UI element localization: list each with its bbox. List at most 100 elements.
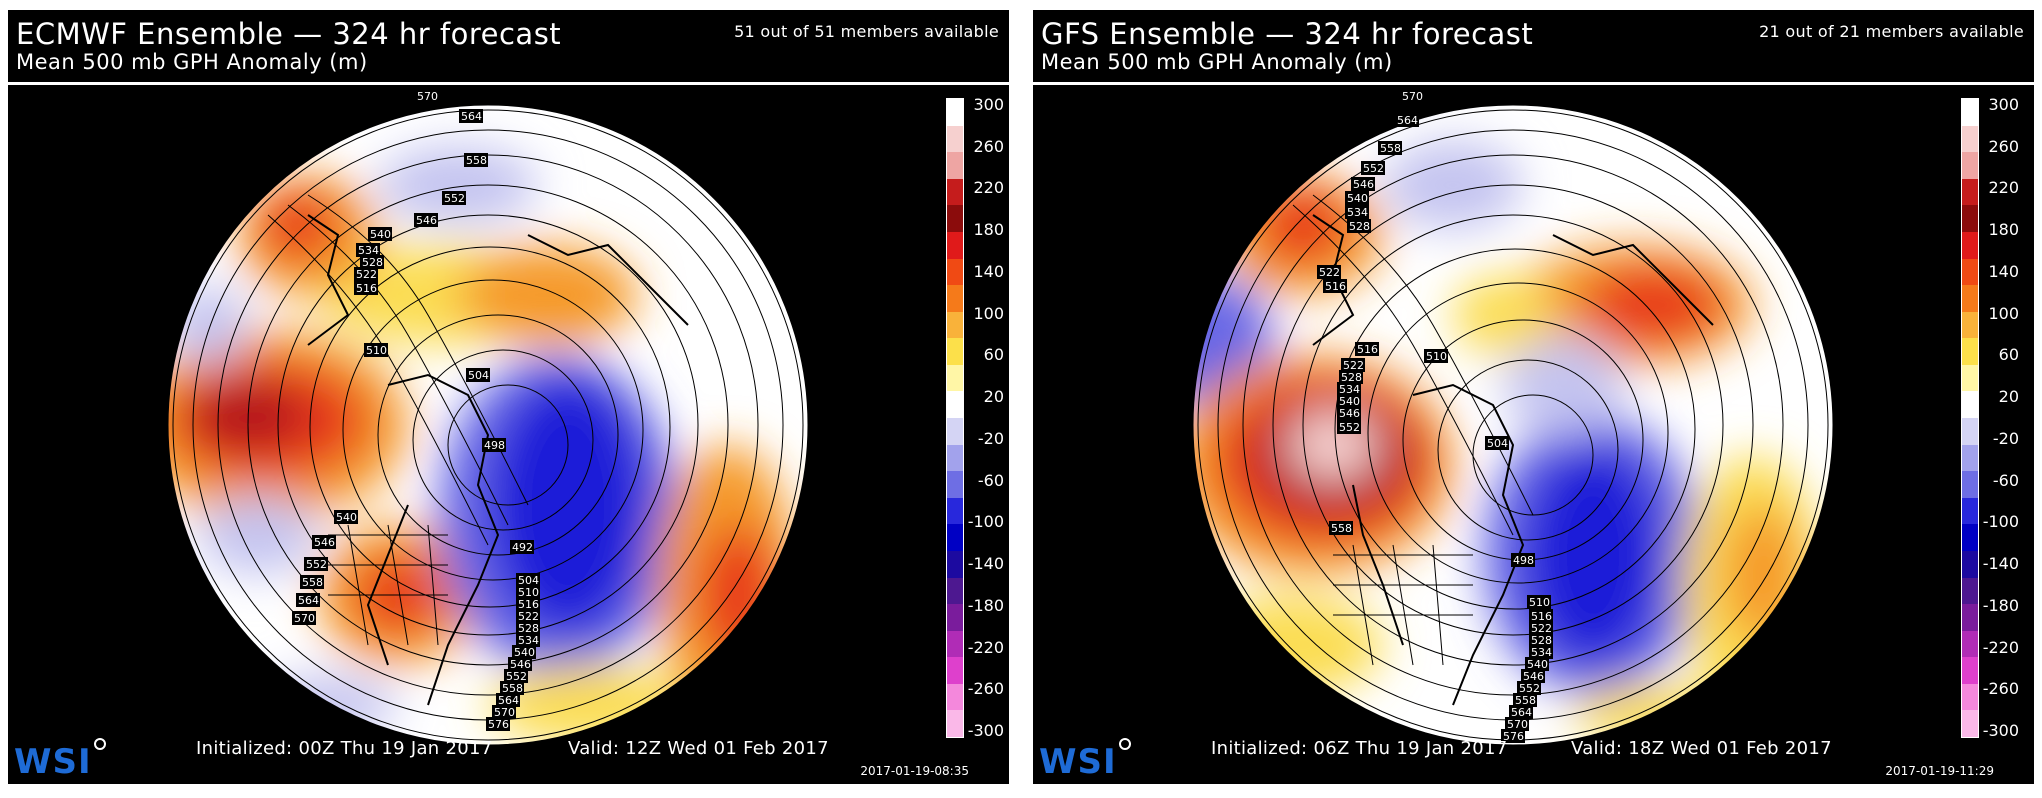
colorbar-label: 300 (1988, 95, 2019, 114)
contour-label: 570 (417, 90, 438, 103)
colorbar-label: -140 (967, 554, 1004, 574)
colorbar-label: -180 (1982, 595, 2019, 615)
colorbar-swatch (1962, 231, 1978, 259)
colorbar-label: 220 (1988, 178, 2019, 198)
colorbar-label: -100 (967, 512, 1004, 532)
colorbar-label: -140 (1982, 554, 2019, 574)
colorbar-swatch (947, 630, 963, 658)
colorbar-swatch (1962, 178, 1978, 206)
contour-label: 522 (1319, 266, 1340, 279)
contour-label: 546 (416, 214, 437, 227)
contour-label: 570 (494, 706, 515, 719)
contour-label: 540 (1339, 395, 1360, 408)
political-boundaries (1333, 544, 1473, 666)
members-available: 51 out of 51 members available (734, 22, 999, 41)
colorbar-label: -60 (1992, 470, 2019, 490)
coastlines (307, 214, 689, 706)
contour-label: 558 (1331, 522, 1352, 535)
height-contours (172, 109, 804, 741)
contour-label: 528 (1349, 220, 1370, 233)
header-divider (1033, 82, 2034, 85)
contour-label: 546 (510, 658, 531, 671)
contour-label: 564 (1397, 114, 1418, 127)
colorbar-swatch (1962, 99, 1978, 127)
wsi-logo: WSI (14, 742, 92, 782)
colorbar-label: 180 (973, 220, 1004, 240)
colorbar-swatch (947, 152, 963, 180)
colorbar-swatch (947, 683, 963, 711)
contour-label: 510 (1529, 596, 1550, 609)
colorbar-swatch (947, 178, 963, 206)
contour-label: 498 (484, 439, 505, 452)
contour-label: 534 (358, 244, 379, 257)
contour-label: 534 (1531, 646, 1552, 659)
contour-label: 558 (466, 154, 487, 167)
timestamp: 2017-01-19-11:29 (1885, 764, 1994, 778)
hemispheric-map: 570 564 558 552 546 540 534 528 522 516 … (167, 89, 809, 746)
colorbar-swatch (1962, 604, 1978, 632)
contour-label: 498 (1513, 554, 1534, 567)
contour-label: 540 (1527, 658, 1548, 671)
contour-label: 534 (518, 634, 539, 647)
contour-label: 516 (518, 598, 539, 611)
colorbar-label: -300 (967, 721, 1004, 740)
colorbar-swatch (947, 205, 963, 233)
colorbar-swatch (947, 657, 963, 685)
contour-label: 570 (1507, 718, 1528, 731)
contour-label: 552 (1363, 162, 1384, 175)
colorbar-label: 220 (973, 178, 1004, 198)
contour-label: 534 (1339, 383, 1360, 396)
contour-label: 564 (1511, 706, 1532, 719)
colorbar-label: -220 (1982, 637, 2019, 657)
contour-label: 558 (1515, 694, 1536, 707)
contour-label: 516 (356, 282, 377, 295)
contour-label: 552 (306, 558, 327, 571)
colorbar-swatch (947, 311, 963, 339)
colorbar-swatch (1962, 205, 1978, 233)
contour-label: 528 (362, 256, 383, 269)
panel-subtitle: Mean 500 mb GPH Anomaly (m) (16, 50, 368, 74)
gfs-panel: GFS Ensemble — 324 hr forecast Mean 500 … (1031, 8, 2036, 786)
contour-label: 552 (1339, 421, 1360, 434)
colorbar-swatch (1962, 338, 1978, 366)
colorbar-swatch (947, 258, 963, 286)
colorbar-swatch (947, 231, 963, 259)
colorbar-swatch (1962, 497, 1978, 525)
logo-mark (94, 738, 106, 750)
anomaly-colorbar (946, 98, 964, 738)
colorbar-label: -60 (977, 470, 1004, 490)
contour-label: 576 (1503, 730, 1524, 743)
initialized-time: Initialized: 06Z Thu 19 Jan 2017 (1211, 738, 1508, 759)
contour-label: 546 (1523, 670, 1544, 683)
colorbar-swatch (1962, 577, 1978, 605)
contour-label: 528 (1341, 371, 1362, 384)
contour-label: 516 (1531, 610, 1552, 623)
colorbar-swatch (947, 524, 963, 552)
colorbar-label: -100 (1982, 512, 2019, 532)
contour-label: 522 (518, 610, 539, 623)
colorbar-swatch (947, 604, 963, 632)
ecmwf-panel: ECMWF Ensemble — 324 hr forecast Mean 50… (6, 8, 1011, 786)
contour-label: 558 (1380, 142, 1401, 155)
contour-label: 540 (514, 646, 535, 659)
colorbar-swatch (947, 338, 963, 366)
contour-label: 552 (506, 670, 527, 683)
contour-label: 492 (512, 541, 533, 554)
contour-label: 570 (294, 612, 315, 625)
contour-label: 504 (468, 369, 489, 382)
colorbar-swatch (947, 125, 963, 153)
valid-time: Valid: 12Z Wed 01 Feb 2017 (568, 738, 829, 759)
height-contours (1197, 109, 1829, 741)
contour-label: 564 (298, 594, 319, 607)
contour-label: 504 (518, 574, 539, 587)
colorbar-label: 20 (983, 387, 1004, 407)
colorbar-label: 100 (973, 303, 1004, 323)
colorbar-label: 180 (1988, 220, 2019, 240)
timestamp: 2017-01-19-08:35 (860, 764, 969, 778)
political-boundaries (328, 524, 448, 646)
colorbar-swatch (947, 444, 963, 472)
contour-label: 516 (1357, 343, 1378, 356)
colorbar-swatch (1962, 657, 1978, 685)
colorbar-label: 60 (1998, 345, 2019, 365)
contour-label: 564 (498, 694, 519, 707)
